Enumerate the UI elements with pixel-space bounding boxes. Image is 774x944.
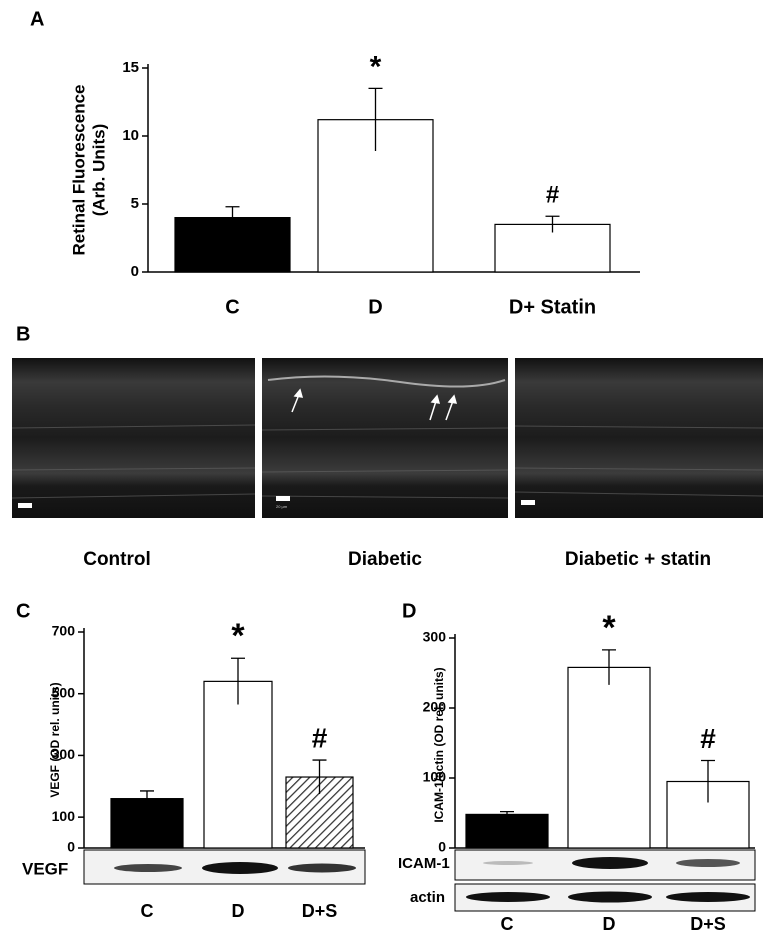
error-bar: [312, 759, 327, 794]
x-tick-label: C: [501, 914, 514, 934]
y-tick-label: 100: [423, 769, 447, 785]
y-tick-label: 500: [52, 684, 76, 700]
annotation: *: [602, 609, 616, 647]
y-axis-label: Retinal Fluorescence: [69, 84, 88, 255]
bar: [110, 798, 184, 849]
annotation: #: [546, 182, 559, 209]
y-tick-label: 100: [52, 808, 76, 824]
blot-label: actin: [410, 889, 445, 906]
bar: [465, 813, 549, 849]
blot-label: VEGF: [22, 859, 68, 878]
y-tick-label: 300: [52, 746, 76, 762]
y-tick-label: 5: [131, 195, 139, 212]
annotation: *: [231, 617, 245, 655]
y-tick-label: 0: [438, 839, 446, 855]
x-tick-label: D: [232, 901, 245, 921]
x-tick-label: C: [225, 296, 239, 318]
y-tick-label: 300: [423, 629, 447, 645]
error-bar: [500, 810, 514, 815]
error-bar: [231, 657, 245, 705]
y-tick-label: 0: [67, 839, 75, 855]
x-tick-label: D: [368, 296, 382, 318]
error-bar: [225, 206, 240, 218]
x-tick-label: D+S: [690, 914, 726, 934]
panel-letter: D: [402, 600, 416, 622]
x-tick-label: D: [603, 914, 616, 934]
scale-label: 20 µm: [276, 504, 288, 509]
y-tick-label: 15: [122, 59, 139, 76]
y-axis-label: VEGF (OD rel. units): [48, 682, 62, 797]
panel-letter: C: [16, 600, 30, 622]
panel-letter: B: [16, 323, 30, 345]
error-bar: [701, 759, 715, 803]
annotation: *: [370, 50, 382, 83]
error-bar: [545, 215, 560, 233]
micrograph: [11, 358, 764, 518]
x-tick-label: D+S: [302, 901, 338, 921]
x-tick-label: C: [141, 901, 154, 921]
micrograph-label: Diabetic: [348, 549, 422, 570]
bar: [174, 217, 291, 273]
panel-letter: A: [30, 8, 44, 30]
bar: [567, 666, 651, 849]
y-tick-label: 700: [52, 623, 76, 639]
error-bar: [140, 790, 154, 799]
annotation: #: [700, 723, 716, 754]
y-axis-label: ICAM-1/actin (OD rel. units): [432, 667, 446, 822]
micrograph-label: Control: [83, 549, 151, 570]
y-tick-label: 200: [423, 699, 447, 715]
micrograph-label: Diabetic + statin: [565, 549, 711, 570]
bar: [203, 680, 273, 849]
y-tick-label: 0: [131, 263, 139, 280]
western-blot: [83, 849, 756, 912]
y-tick-label: 10: [122, 127, 139, 144]
error-bar: [602, 649, 616, 685]
error-bar: [368, 87, 383, 151]
x-tick-label: D+ Statin: [509, 296, 596, 318]
annotation: #: [312, 722, 328, 753]
y-axis-label: (Arb. Units): [89, 124, 108, 217]
blot-label: ICAM-1: [398, 855, 450, 872]
